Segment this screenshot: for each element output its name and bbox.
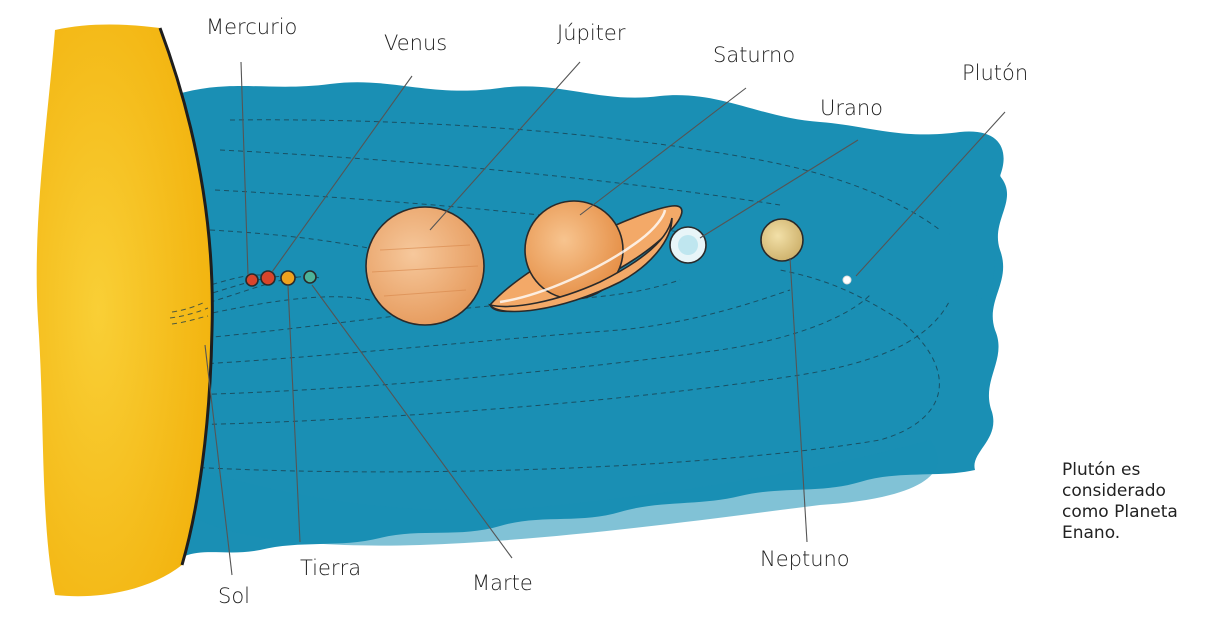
- label-marte: Marte: [472, 571, 533, 595]
- leader-lines: [204, 61, 1006, 576]
- mercurio-planet: [245, 273, 259, 287]
- sun-limb: [158, 27, 214, 566]
- label-neptuno: Neptuno: [760, 547, 850, 571]
- label-venus: Venus: [384, 31, 447, 55]
- marte-planet: [303, 270, 317, 284]
- saturno-ring-front: [488, 217, 673, 313]
- tierra-planet: [280, 270, 296, 286]
- label-jupiter: Júpiter: [557, 21, 626, 45]
- label-urano: Urano: [820, 96, 883, 120]
- venus-planet: [260, 270, 276, 286]
- label-tierra: Tierra: [300, 556, 361, 580]
- jupiter-planet: [365, 206, 485, 326]
- label-saturno: Saturno: [713, 43, 795, 67]
- label-pluton: Plutón: [962, 61, 1028, 85]
- label-sol: Sol: [218, 584, 250, 608]
- space-wash-right: [928, 138, 1002, 300]
- sun: [36, 24, 213, 597]
- sun-texture-lines: [169, 301, 209, 325]
- label-mercurio: Mercurio: [206, 15, 297, 39]
- neptuno-planet: [760, 218, 804, 262]
- pluton-note: Plutón es considerado como Planeta Enano…: [1062, 460, 1178, 543]
- saturno-ring-band: [499, 209, 667, 304]
- space-background: [175, 82, 1008, 556]
- jupiter-bands: [371, 244, 479, 297]
- urano-glow: [678, 235, 698, 255]
- space-wash-lower: [200, 440, 938, 546]
- pluton-planet: [842, 275, 852, 285]
